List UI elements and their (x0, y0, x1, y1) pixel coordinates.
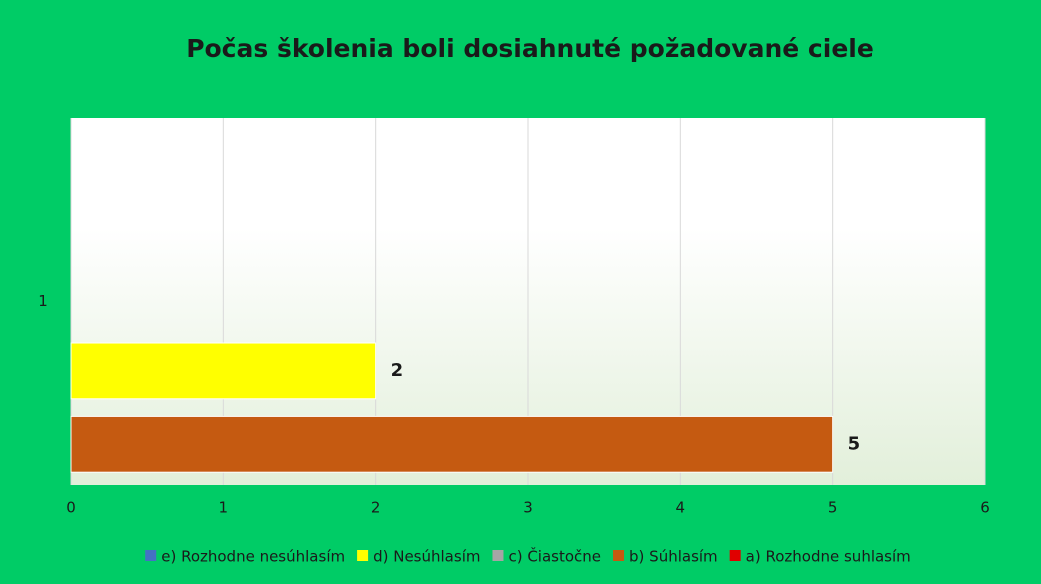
legend-label: a) Rozhodne suhlasím (746, 548, 911, 566)
legend-marker (729, 550, 741, 561)
legend-marker (145, 550, 157, 561)
data-label: 2 (391, 360, 404, 381)
legend-label: d) Nesúhlasím (373, 548, 480, 566)
x-tick-label: 3 (523, 499, 533, 517)
legend-label: c) Čiastočne (508, 547, 601, 566)
legend-label: e) Rozhodne nesúhlasím (161, 548, 345, 566)
legend-marker (492, 550, 504, 561)
bar (70, 415, 834, 473)
x-tick-label: 1 (219, 499, 229, 517)
x-tick-label: 2 (371, 499, 381, 517)
legend-marker (613, 550, 625, 561)
legend-label: b) Súhlasím (629, 548, 718, 566)
legend-marker (357, 550, 369, 561)
data-label: 5 (848, 433, 861, 454)
x-tick-label: 6 (980, 499, 990, 517)
bar (70, 342, 377, 400)
x-tick-label: 5 (828, 499, 838, 517)
x-tick-label: 0 (66, 499, 76, 517)
y-tick-label: 1 (38, 292, 48, 310)
x-tick-label: 4 (676, 499, 686, 517)
chart-title: Počas školenia boli dosiahnuté požadovan… (186, 34, 874, 63)
